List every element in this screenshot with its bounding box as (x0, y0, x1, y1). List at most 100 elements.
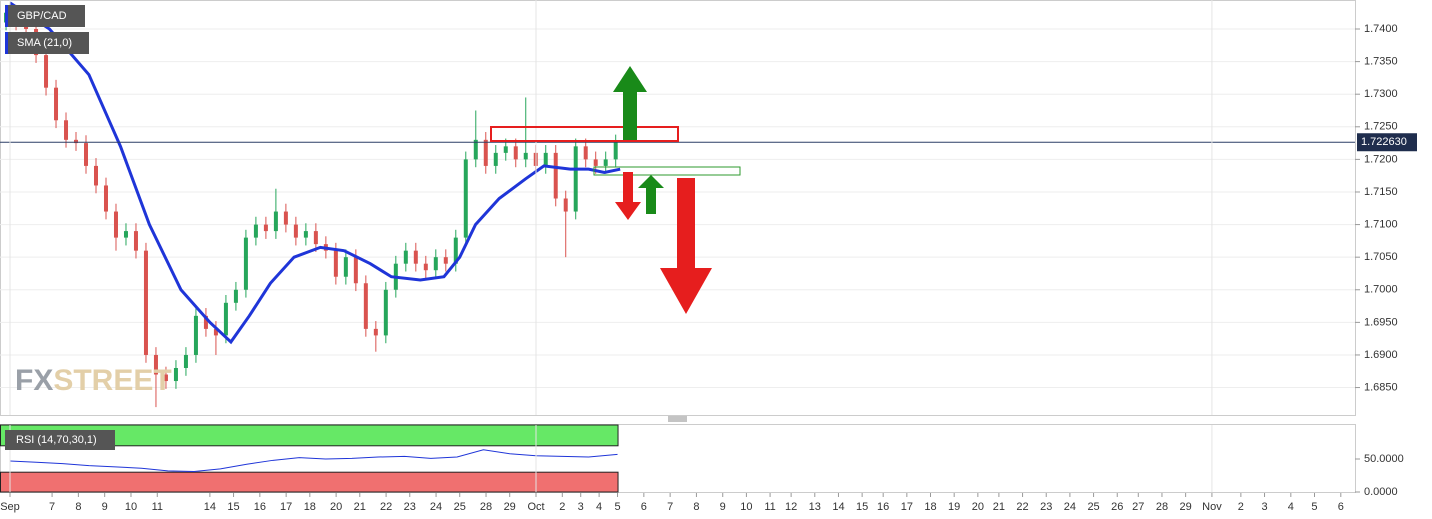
x-tick-label: 25 (1087, 501, 1099, 513)
x-tick-label: 15 (227, 501, 239, 513)
candle-body (413, 250, 418, 264)
candle-body (64, 120, 69, 140)
candle-body (233, 289, 238, 303)
candle-body (253, 224, 258, 238)
candle-body (443, 257, 448, 264)
candle-body (503, 146, 508, 153)
candle-body (223, 302, 228, 336)
candle-body (373, 328, 378, 336)
rsi-line (9, 449, 618, 473)
candle-body (543, 152, 548, 166)
x-tick-label: 4 (1288, 501, 1294, 513)
x-tick-label: Sep (0, 501, 20, 513)
support-box (593, 166, 741, 176)
x-tick-label: Oct (527, 501, 544, 513)
candle-body (44, 55, 49, 88)
y-tick-label: 1.7200 (1364, 153, 1398, 165)
x-tick-label: 7 (667, 501, 673, 513)
arrow-down (660, 178, 712, 314)
candle-body (603, 159, 608, 166)
candle-body (74, 139, 79, 144)
x-tick-label: 2 (1238, 501, 1244, 513)
candle-body (313, 231, 318, 245)
rsi-layer (0, 424, 1360, 493)
x-tick-label: 10 (125, 501, 137, 513)
y-tick-label: 1.6850 (1364, 381, 1398, 393)
x-tick-label: 18 (924, 501, 936, 513)
oversold-band (0, 471, 619, 493)
candle-body (193, 315, 198, 355)
symbol: GBP/CAD (17, 10, 67, 22)
symbol-box (5, 5, 85, 27)
x-tick-label: 20 (330, 501, 342, 513)
candle-body (163, 374, 168, 382)
candle-body (54, 87, 59, 121)
candle-body (213, 328, 218, 336)
candle-body (613, 142, 618, 160)
candle-body (563, 198, 568, 212)
y-tick-label: 1.7250 (1364, 121, 1398, 133)
current-price-label: 1.722630 (1361, 136, 1407, 148)
x-tick-label: 14 (832, 501, 844, 513)
y-tick-label: 50.0000 (1364, 453, 1404, 465)
y-tick-label: 1.7050 (1364, 251, 1398, 263)
x-tick-label: 19 (948, 501, 960, 513)
x-tick-label: 18 (304, 501, 316, 513)
drag-handle[interactable] (668, 416, 687, 422)
x-tick-label: 8 (75, 501, 81, 513)
candle-body (84, 143, 89, 166)
x-tick-label: 11 (152, 501, 163, 513)
arrow-up (613, 66, 647, 140)
candle-body (113, 211, 118, 238)
x-tick-label: 22 (1016, 501, 1028, 513)
sma-marker (5, 32, 8, 54)
candle-body (123, 231, 128, 238)
candle-body (573, 146, 578, 212)
current-price-box (1357, 133, 1417, 152)
x-tick-label: Nov (1202, 501, 1222, 513)
sma-line (9, 1, 621, 345)
x-tick-label: 24 (1064, 501, 1076, 513)
candle-body (553, 152, 558, 199)
x-tick-label: 26 (1111, 501, 1123, 513)
candle-body (133, 231, 138, 251)
candle-body (283, 211, 288, 225)
sma-legend: SMA (21,0) (17, 37, 72, 49)
candle-body (583, 146, 588, 160)
y-tick-label: 1.7000 (1364, 284, 1398, 296)
x-tick-label: 12 (785, 501, 797, 513)
y-tick-label: 1.7150 (1364, 186, 1398, 198)
x-tick-label: 10 (740, 501, 752, 513)
x-tick-label: 14 (204, 501, 216, 513)
candle-body (183, 354, 188, 368)
x-tick-label: 23 (404, 501, 416, 513)
candle-body (203, 315, 208, 329)
x-tick-label: 5 (1311, 501, 1317, 513)
x-tick-label: 9 (102, 501, 108, 513)
overbought-band (0, 424, 619, 447)
resistance-box (490, 126, 679, 142)
x-tick-label: 23 (1040, 501, 1052, 513)
candle-body (363, 283, 368, 329)
x-tick-label: 9 (720, 501, 726, 513)
x-tick-label: 13 (809, 501, 821, 513)
x-tick-label: 25 (454, 501, 466, 513)
candle-body (463, 159, 468, 238)
watermark: FXSTREET (15, 364, 172, 397)
candle-body (173, 367, 178, 382)
x-tick-label: 8 (693, 501, 699, 513)
y-tick-label: 1.6900 (1364, 349, 1398, 361)
x-tick-label: 7 (49, 501, 55, 513)
x-tick-label: 27 (1132, 501, 1144, 513)
x-tick-label: 2 (559, 501, 565, 513)
candle-body (453, 237, 458, 264)
x-tick-label: 21 (993, 501, 1005, 513)
candle-body (153, 354, 158, 375)
x-tick-label: 16 (877, 501, 889, 513)
candle-body (423, 263, 428, 271)
candle-body (483, 139, 488, 166)
x-tick-label: 28 (1156, 501, 1168, 513)
candle-body (473, 139, 478, 160)
arrow-up (638, 175, 664, 214)
x-tick-label: 16 (254, 501, 266, 513)
